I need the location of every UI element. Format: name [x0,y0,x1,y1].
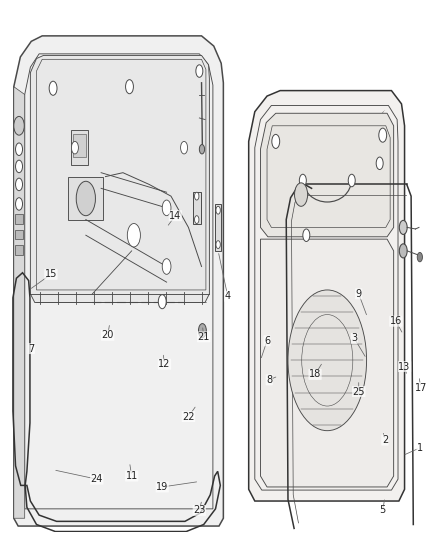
Circle shape [348,174,355,187]
Text: 12: 12 [158,359,171,369]
Text: 2: 2 [382,435,388,445]
Text: 9: 9 [356,289,362,299]
Polygon shape [14,87,25,518]
Text: 20: 20 [102,330,114,340]
Text: 22: 22 [182,411,194,422]
Bar [73,134,86,157]
Bar [193,192,201,223]
Circle shape [49,81,57,95]
Text: 18: 18 [309,369,321,379]
Text: 3: 3 [351,334,357,343]
Circle shape [76,181,95,216]
Polygon shape [261,239,394,487]
Circle shape [199,144,205,154]
Circle shape [158,295,166,309]
Circle shape [162,200,171,216]
Circle shape [399,220,407,235]
Circle shape [14,116,24,135]
Circle shape [303,229,310,241]
Circle shape [288,290,367,431]
Text: 11: 11 [126,471,138,481]
Circle shape [127,223,141,247]
Text: 16: 16 [390,316,402,326]
Circle shape [194,192,199,200]
Circle shape [376,157,383,169]
Text: 24: 24 [91,474,103,484]
Text: 21: 21 [198,332,210,342]
Bar [15,230,23,239]
Polygon shape [14,36,223,526]
Circle shape [15,160,22,173]
Bar [71,130,88,165]
Text: 7: 7 [28,344,34,353]
Circle shape [162,259,171,274]
Circle shape [180,141,187,154]
Circle shape [198,324,206,337]
Text: 25: 25 [353,386,365,397]
Bar [215,204,221,251]
Text: 6: 6 [264,336,270,346]
Circle shape [299,174,306,187]
Text: 17: 17 [414,383,427,393]
Text: 5: 5 [380,505,386,515]
Circle shape [15,178,22,191]
Text: 8: 8 [266,375,272,385]
Text: 15: 15 [45,269,57,279]
Bar [15,214,23,223]
Polygon shape [30,55,209,302]
Text: 19: 19 [156,482,168,492]
Text: 23: 23 [193,505,205,515]
Polygon shape [249,91,405,501]
Circle shape [126,79,134,94]
Circle shape [216,241,220,248]
Polygon shape [261,114,394,237]
Text: 13: 13 [399,361,411,372]
Circle shape [399,244,407,258]
Circle shape [15,198,22,210]
Circle shape [196,65,203,77]
Text: 14: 14 [169,211,181,221]
Circle shape [272,134,280,149]
Bar [15,245,23,255]
Circle shape [194,216,199,223]
Circle shape [417,253,423,262]
Circle shape [294,183,307,206]
Circle shape [71,141,78,154]
Circle shape [15,143,22,156]
Text: 4: 4 [225,291,231,301]
Circle shape [216,206,220,214]
Text: 1: 1 [417,443,423,453]
Bar [68,176,103,220]
Circle shape [379,128,387,142]
